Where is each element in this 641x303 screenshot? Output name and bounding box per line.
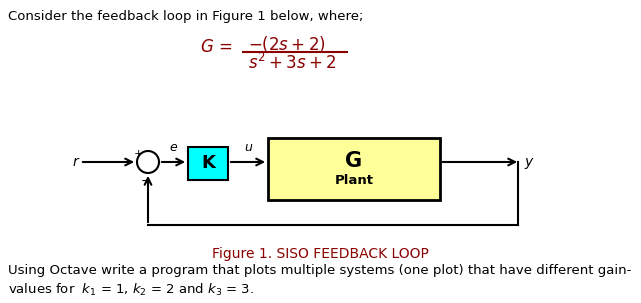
Text: −: −: [141, 175, 151, 188]
Circle shape: [137, 151, 159, 173]
Text: r: r: [72, 155, 78, 169]
Text: e: e: [170, 141, 178, 154]
Text: y: y: [524, 155, 532, 169]
Text: Consider the feedback loop in Figure 1 below, where;: Consider the feedback loop in Figure 1 b…: [8, 10, 363, 23]
Text: $G\,=$: $G\,=$: [200, 38, 233, 56]
Text: Plant: Plant: [335, 175, 374, 188]
Text: G: G: [345, 151, 363, 171]
Text: Using Octave write a program that plots multiple systems (one plot) that have di: Using Octave write a program that plots …: [8, 264, 631, 277]
Text: values for  $k_1$ = 1, $k_2$ = 2 and $k_3$ = 3.: values for $k_1$ = 1, $k_2$ = 2 and $k_3…: [8, 282, 254, 298]
Text: K: K: [201, 155, 215, 172]
Text: $s^2+3s+2$: $s^2+3s+2$: [248, 53, 337, 73]
Bar: [188, 147, 228, 180]
Text: $-(2s+2)$: $-(2s+2)$: [248, 34, 326, 54]
Bar: [268, 138, 440, 200]
Text: +: +: [133, 149, 143, 159]
Text: Figure 1. SISO FEEDBACK LOOP: Figure 1. SISO FEEDBACK LOOP: [212, 247, 428, 261]
Text: u: u: [244, 141, 252, 154]
